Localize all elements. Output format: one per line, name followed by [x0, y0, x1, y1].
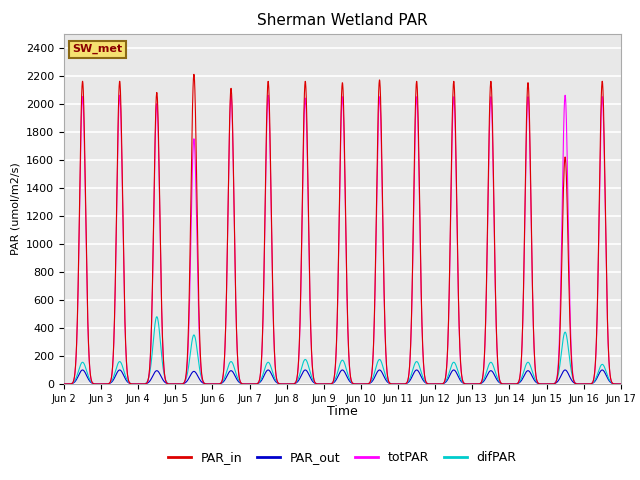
- Title: Sherman Wetland PAR: Sherman Wetland PAR: [257, 13, 428, 28]
- Y-axis label: PAR (umol/m2/s): PAR (umol/m2/s): [10, 162, 20, 255]
- X-axis label: Time: Time: [327, 405, 358, 418]
- Legend: PAR_in, PAR_out, totPAR, difPAR: PAR_in, PAR_out, totPAR, difPAR: [163, 446, 522, 469]
- Text: SW_met: SW_met: [72, 44, 122, 54]
